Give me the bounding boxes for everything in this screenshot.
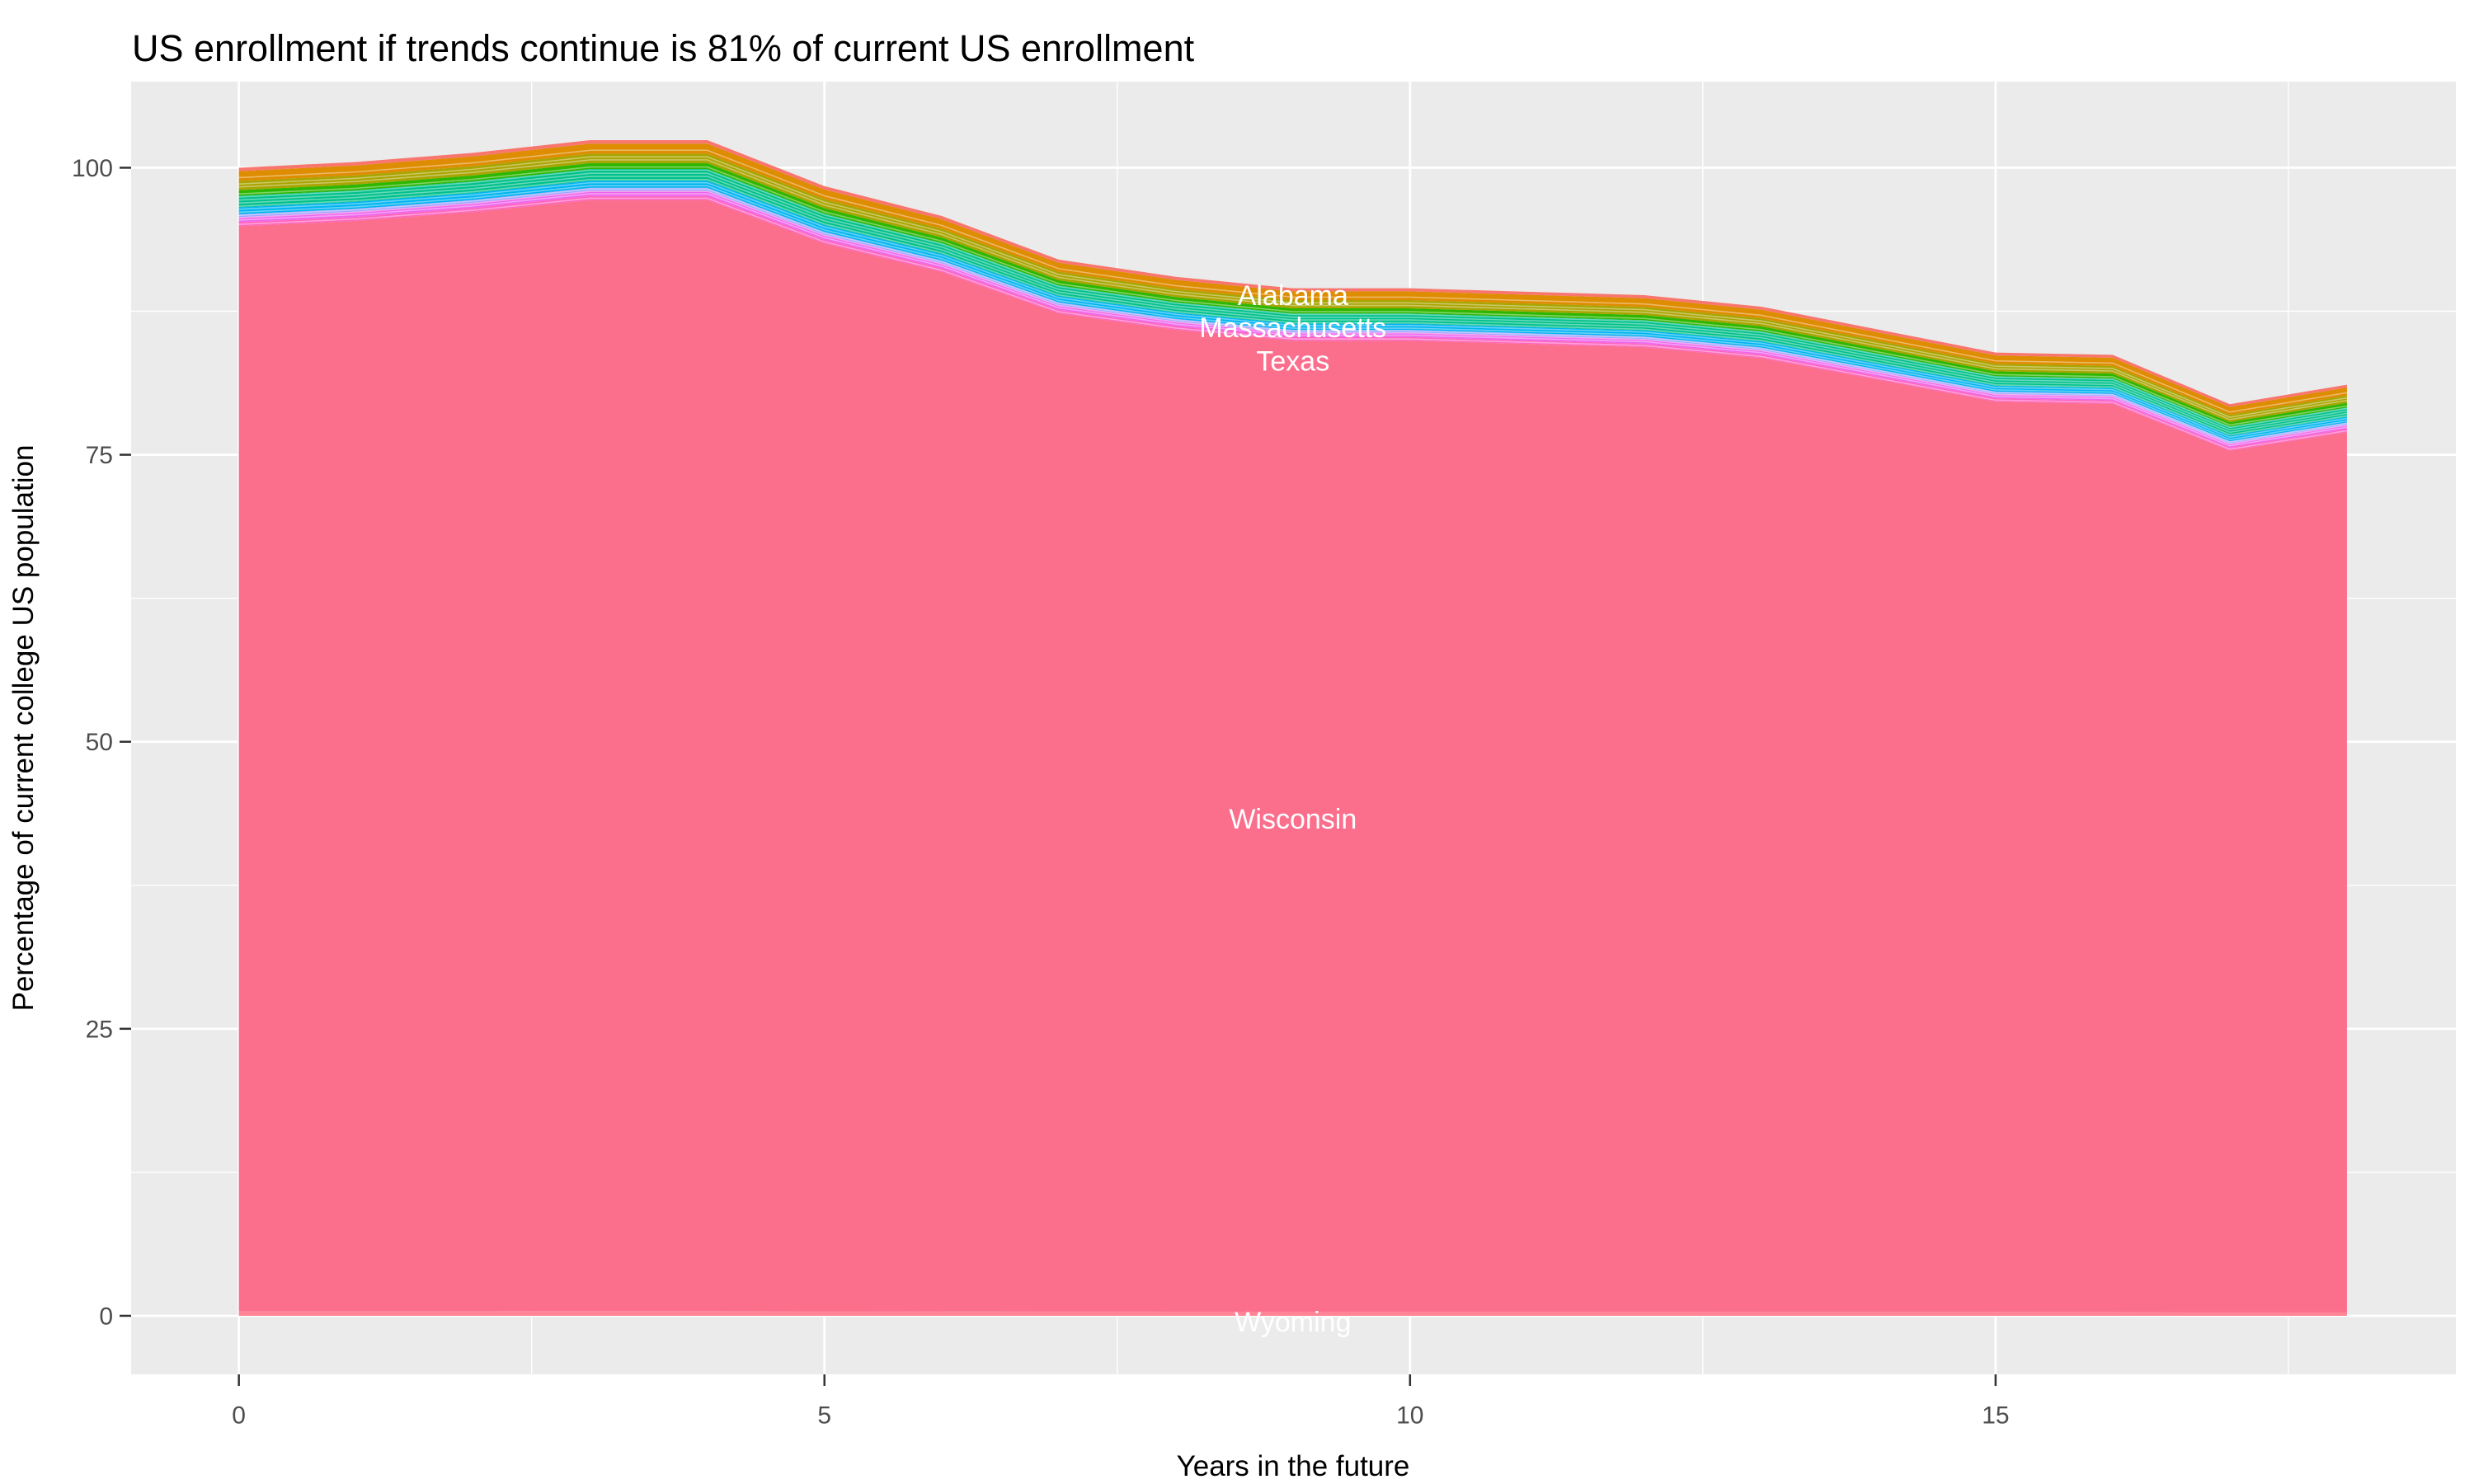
state-boundary-hairline [238,166,2348,426]
state-label-wyoming: Wyoming [1235,1307,1351,1338]
state-boundary-hairline [238,172,2348,431]
state-boundary-hairline [238,185,2348,441]
state-boundary-hairline [238,197,2348,450]
state-boundary-hairline [238,156,2348,418]
y-axis-title: Percentage of current college US populat… [7,445,40,1012]
x-tick-label: 5 [817,1402,831,1430]
state-boundary-hairline [238,181,2348,439]
state-boundary-hairline [238,188,2348,444]
state-label-wisconsin: Wisconsin [1229,804,1357,835]
chart-title: US enrollment if trends continue is 81% … [132,27,1195,69]
x-tick-label: 15 [1982,1402,2009,1430]
area-band-wisconsin [238,200,2347,1313]
area-band-wyoming [238,1311,2347,1316]
state-boundary-hairline [238,159,2348,420]
state-boundary-hairline [238,176,2348,434]
plot-area: 0 5 10 15 0 25 50 75 100 AlabamaMassachusettsTexa… [72,82,2456,1430]
state-boundary-hairline [238,190,2348,445]
state-label-alabama: Alabama [1238,280,1348,312]
y-tick-label: 50 [86,729,113,756]
y-tick-label: 0 [99,1303,113,1330]
state-label-texas: Texas [1256,345,1329,377]
y-tick-label: 100 [72,155,113,182]
y-tick-label: 75 [86,442,113,469]
x-tick-label: 10 [1396,1402,1423,1430]
x-axis-title: Years in the future [1177,1450,1410,1482]
state-boundary-hairline [238,149,2348,413]
state-boundary-hairline [238,193,2348,447]
x-tick-label: 0 [232,1402,246,1430]
y-tick-label: 25 [86,1016,113,1043]
state-label-massachusetts: Massachusetts [1199,312,1386,344]
state-boundary-hairline [238,178,2348,436]
state-boundary-hairline [238,169,2348,429]
